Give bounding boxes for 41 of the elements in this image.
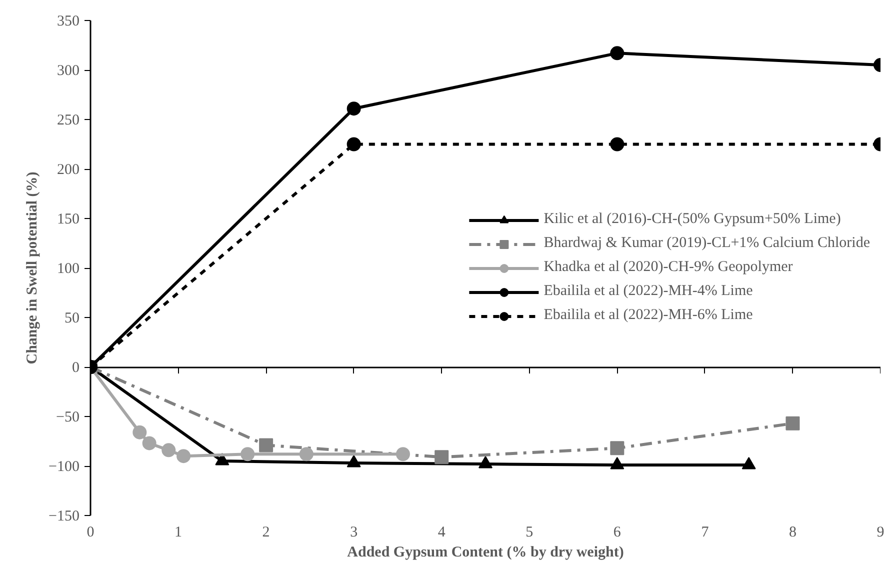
x-tick-label: 6	[613, 524, 622, 540]
point	[346, 102, 361, 116]
legend-label: Bhardwaj & Kumar (2019)-CL+1% Calcium Chloride	[544, 235, 870, 252]
y-tick-label: 150	[57, 212, 80, 228]
point	[259, 438, 274, 452]
x-tick-label: 1	[174, 524, 182, 540]
y-tick-label: 350	[57, 14, 80, 30]
y-tick-label: 100	[57, 261, 80, 277]
point	[396, 447, 410, 462]
x-tick-label: 8	[788, 524, 796, 540]
x-tick-label: 2	[262, 524, 270, 540]
x-tick-label: 5	[526, 524, 534, 540]
x-tick-label: 9	[876, 524, 884, 540]
point	[132, 425, 147, 440]
y-tick-label: 200	[57, 162, 80, 178]
y-axis-title: Change in Swell potential (%)	[24, 172, 41, 364]
legend-label: Kilic et al (2016)-CH-(50% Gypsum+50% Lime)	[544, 211, 841, 228]
point	[610, 441, 624, 456]
x-tick-label: 7	[701, 524, 710, 540]
y-tick-label: −50	[56, 410, 80, 426]
point	[299, 447, 314, 462]
legend-label: Ebailila et al (2022)-MH-4% Lime	[544, 283, 753, 300]
x-axis-title: Added Gypsum Content (% by dry weight)	[347, 544, 624, 560]
x-tick-label: 4	[438, 524, 446, 540]
x-tick-label: 0	[86, 524, 94, 540]
y-tick-label: 250	[57, 112, 80, 128]
legend-label: Ebailila et al (2022)-MH-6% Lime	[544, 307, 753, 324]
point	[142, 436, 156, 450]
point	[176, 449, 191, 464]
point	[434, 450, 449, 464]
legend-label: Khadka et al (2020)-CH-9% Geopolymer	[544, 259, 793, 276]
y-tick-label: 300	[57, 63, 80, 79]
x-tick-label: 3	[350, 524, 358, 540]
point	[162, 443, 176, 458]
point	[610, 46, 624, 60]
point	[240, 447, 255, 462]
y-tick-label: 50	[64, 310, 80, 326]
y-tick-label: −100	[48, 459, 80, 475]
point	[786, 416, 800, 430]
y-tick-label: 0	[72, 360, 80, 376]
y-tick-label: −150	[48, 508, 80, 524]
